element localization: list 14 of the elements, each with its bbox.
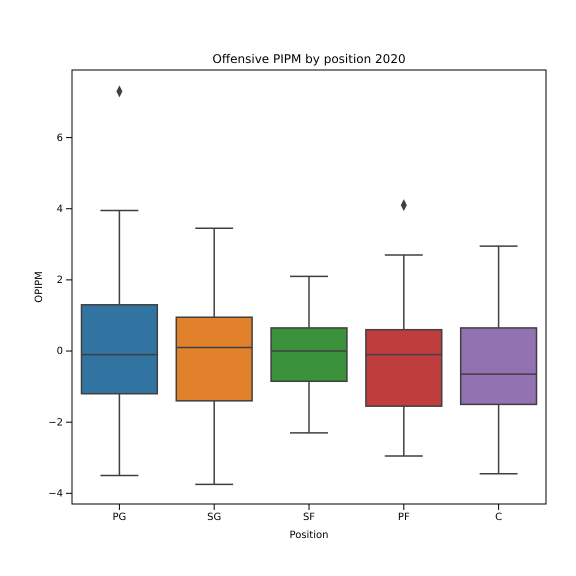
x-tick-label: SF [302,512,316,524]
y-tick-label: 2 [56,275,63,286]
y-tick-label: 6 [56,132,63,144]
y-axis-title: OPIPM [34,271,45,303]
x-tick-label: SG [207,512,222,524]
y-tick-label: 4 [56,204,63,215]
x-tick-label: C [495,512,502,524]
x-tick-label: PG [112,512,126,524]
x-axis-title: Position [290,530,328,541]
y-tick-label: −2 [48,417,63,428]
chart-title: Offensive PIPM by position 2020 [212,52,406,66]
y-tick-label: 0 [56,346,63,358]
x-tick-label: PF [398,512,410,524]
y-tick-label: −4 [48,488,63,500]
